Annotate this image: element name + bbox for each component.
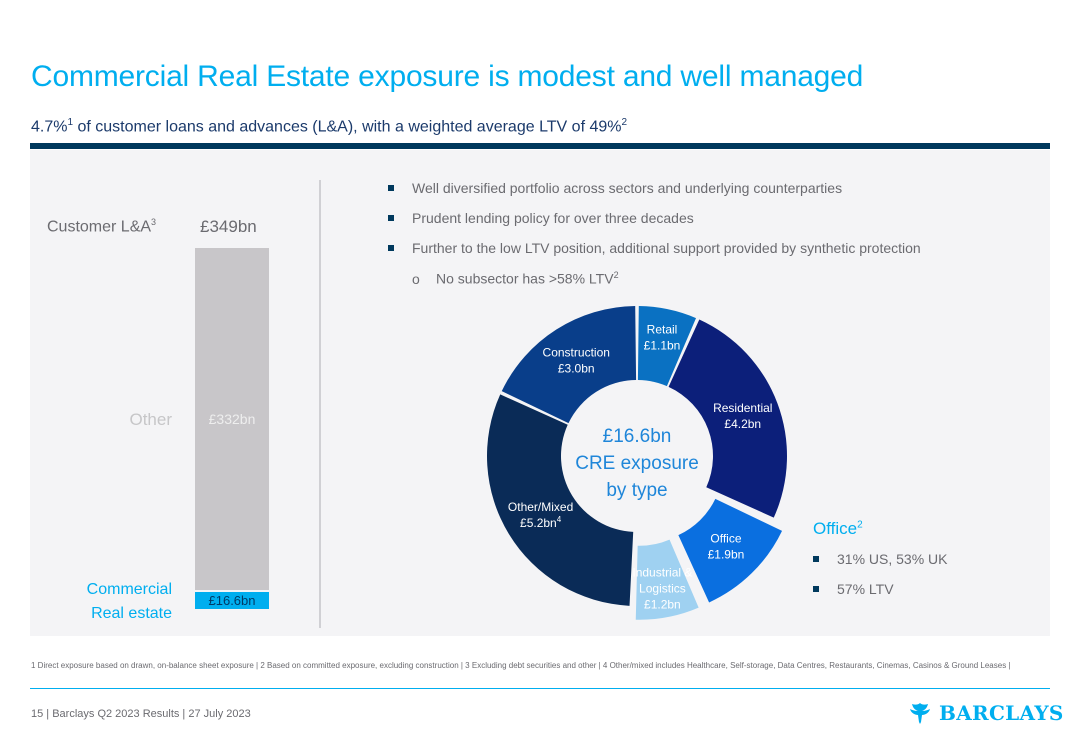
footer-rule — [30, 688, 1050, 689]
office-item: 57% LTV — [813, 581, 948, 611]
subtitle-pct-note: 1 — [67, 117, 74, 128]
barclays-logo: BARCLAYS — [907, 700, 1064, 726]
sub-bullet-marker: o — [412, 270, 420, 287]
office-item-text: 31% US, 53% UK — [837, 551, 948, 567]
donut-slice-residential — [668, 319, 787, 518]
bullet-square-icon — [388, 245, 394, 251]
donut-category-label: Retail — [647, 323, 678, 337]
bullet-square-icon — [813, 556, 819, 562]
subtitle-pct: 4.7% — [31, 118, 68, 136]
bar-value-other: £332bn — [208, 411, 256, 427]
office-item: 31% US, 53% UK — [813, 551, 948, 581]
footnote: 1 Direct exposure based on drawn, on-bal… — [31, 661, 1011, 670]
bar-segment-other — [195, 248, 269, 590]
bullet-square-icon — [813, 586, 819, 592]
donut-slice-construction — [501, 306, 637, 424]
office-heading: Office2 — [813, 519, 863, 539]
donut-category-label: Industrial & — [632, 566, 692, 580]
bar-label-other: Other — [129, 410, 172, 429]
donut-slices — [486, 306, 787, 620]
bullet-item: Prudent lending policy for over three de… — [388, 210, 921, 240]
donut-slice-office — [678, 498, 783, 603]
bar-label-cre: Commercial Real estate — [40, 578, 172, 626]
eagle-icon — [910, 703, 930, 724]
donut-slice-retail — [637, 306, 697, 387]
panel-divider — [319, 180, 321, 628]
sub-bullet-note: 2 — [613, 270, 619, 280]
donut-center-line2: CRE exposure — [575, 453, 699, 474]
bullet-item: Further to the low LTV position, additio… — [388, 240, 921, 270]
donut-center-line3: by type — [606, 480, 667, 501]
bar-segment-cre — [195, 592, 269, 609]
office-heading-note: 2 — [857, 519, 863, 531]
bar-label-cre-line1: Commercial — [86, 581, 172, 598]
bullet-text: Prudent lending policy for over three de… — [412, 210, 694, 226]
sub-bullet: o No subsector has >58% LTV2 — [412, 270, 619, 287]
bullet-text: Well diversified portfolio across sector… — [412, 180, 843, 196]
logo-text: BARCLAYS — [939, 701, 1064, 725]
donut-value-note: 4 — [557, 515, 562, 524]
bar-label-cre-line2: Real estate — [91, 605, 172, 622]
sub-bullet-text: No subsector has >58% LTV — [436, 270, 614, 287]
subtitle-text: of customer loans and advances (L&A), wi… — [73, 118, 622, 136]
donut-category-label: Other/Mixed — [508, 500, 573, 514]
donut-value-label: £1.9bn — [708, 548, 745, 562]
office-heading-text: Office — [813, 519, 858, 538]
bullet-item: Well diversified portfolio across sector… — [388, 180, 921, 210]
customer-la-note: 3 — [151, 217, 157, 227]
bullet-square-icon — [388, 215, 394, 221]
customer-la-total: £349bn — [200, 217, 257, 236]
donut-slice-other-mixed — [486, 394, 634, 606]
donut-value-label: £1.1bn — [644, 339, 681, 353]
subtitle-note: 2 — [621, 117, 628, 128]
donut-value-label: £1.2bn — [644, 598, 681, 612]
key-points-list: Well diversified portfolio across sector… — [388, 180, 921, 270]
donut-category-label: Office — [710, 532, 741, 546]
bullet-square-icon — [388, 185, 394, 191]
customer-la-text: Customer L&A — [47, 218, 152, 236]
header-rule — [30, 143, 1050, 149]
donut-value-label: £4.2bn — [724, 417, 761, 431]
office-item-text: 57% LTV — [837, 581, 894, 597]
donut-center-line1: £16.6bn — [603, 426, 672, 447]
office-list: 31% US, 53% UK 57% LTV — [813, 551, 948, 611]
donut-value-label: £3.0bn — [558, 362, 595, 376]
donut-labels: Retail £1.1bn Residential £4.2bn Office £1.9b… — [508, 323, 773, 612]
donut-category-label: Residential — [713, 401, 772, 415]
page-subtitle: 4.7%1 of customer loans and advances (L&… — [31, 117, 627, 136]
footer-text: 15 | Barclays Q2 2023 Results | 27 July … — [31, 708, 251, 720]
page-title: Commercial Real Estate exposure is modes… — [31, 60, 864, 93]
bullet-text: Further to the low LTV position, additio… — [412, 240, 921, 256]
bar-value-cre: £16.6bn — [208, 593, 256, 608]
donut-slice-industrial-logistics — [635, 539, 699, 620]
donut-category-label: Logistics — [639, 582, 686, 596]
donut-value-label: £5.2bn4 — [520, 515, 562, 530]
customer-la-label: Customer L&A3 — [47, 217, 156, 236]
donut-category-label: Construction — [543, 346, 610, 360]
